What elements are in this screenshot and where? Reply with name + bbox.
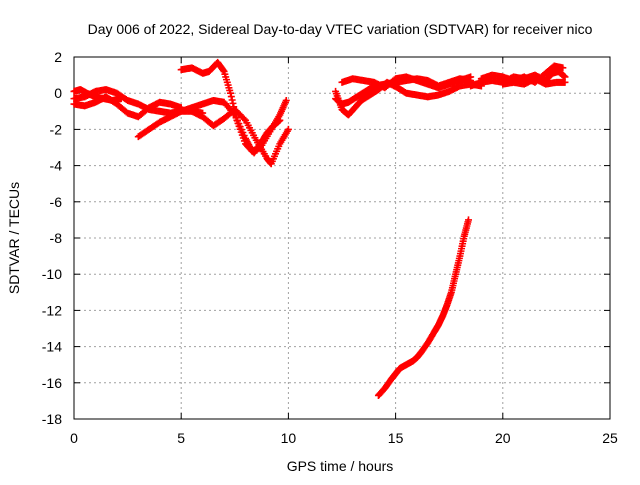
y-tick-label: -10: [42, 266, 62, 282]
series-arc-13: [374, 216, 472, 399]
x-axis-label: GPS time / hours: [287, 458, 394, 474]
data-point: [219, 66, 227, 74]
y-tick-label: 2: [54, 49, 62, 65]
series-arc-3: [70, 86, 125, 104]
x-tick-label: 25: [602, 430, 618, 446]
data-point: [467, 73, 475, 81]
series-arc-9: [338, 73, 475, 92]
x-tick-label: 10: [281, 430, 297, 446]
x-tick-label: 15: [388, 430, 404, 446]
data-point: [227, 89, 235, 97]
data-point: [276, 116, 284, 124]
data-points: [70, 58, 569, 399]
data-point: [240, 115, 248, 123]
data-point: [282, 96, 290, 104]
data-point: [559, 64, 567, 72]
series-arc-8: [332, 78, 485, 119]
data-point: [228, 96, 236, 104]
y-tick-label: -2: [50, 121, 63, 137]
y-tick-label: -18: [42, 411, 62, 427]
data-point: [117, 95, 125, 103]
data-point: [284, 125, 292, 133]
x-tick-label: 0: [70, 430, 78, 446]
y-tick-label: -12: [42, 302, 62, 318]
y-tick-label: -6: [50, 194, 63, 210]
x-tick-label: 5: [177, 430, 185, 446]
y-tick-label: 0: [54, 85, 62, 101]
grid: [74, 57, 610, 419]
series-arc-12: [499, 75, 569, 88]
data-point: [561, 78, 569, 86]
x-tick-label: 20: [495, 430, 511, 446]
y-tick-label: -8: [50, 230, 63, 246]
data-point: [464, 216, 472, 224]
data-point: [229, 99, 237, 107]
y-axis-label: SDTVAR / TECUs: [6, 182, 22, 294]
y-tick-label: -16: [42, 375, 62, 391]
y-tick-label: -4: [50, 158, 63, 174]
data-point: [227, 93, 235, 101]
y-tick-label: -14: [42, 339, 62, 355]
series-arc-6: [188, 105, 292, 168]
chart-title: Day 006 of 2022, Sidereal Day-to-day VTE…: [88, 21, 593, 37]
